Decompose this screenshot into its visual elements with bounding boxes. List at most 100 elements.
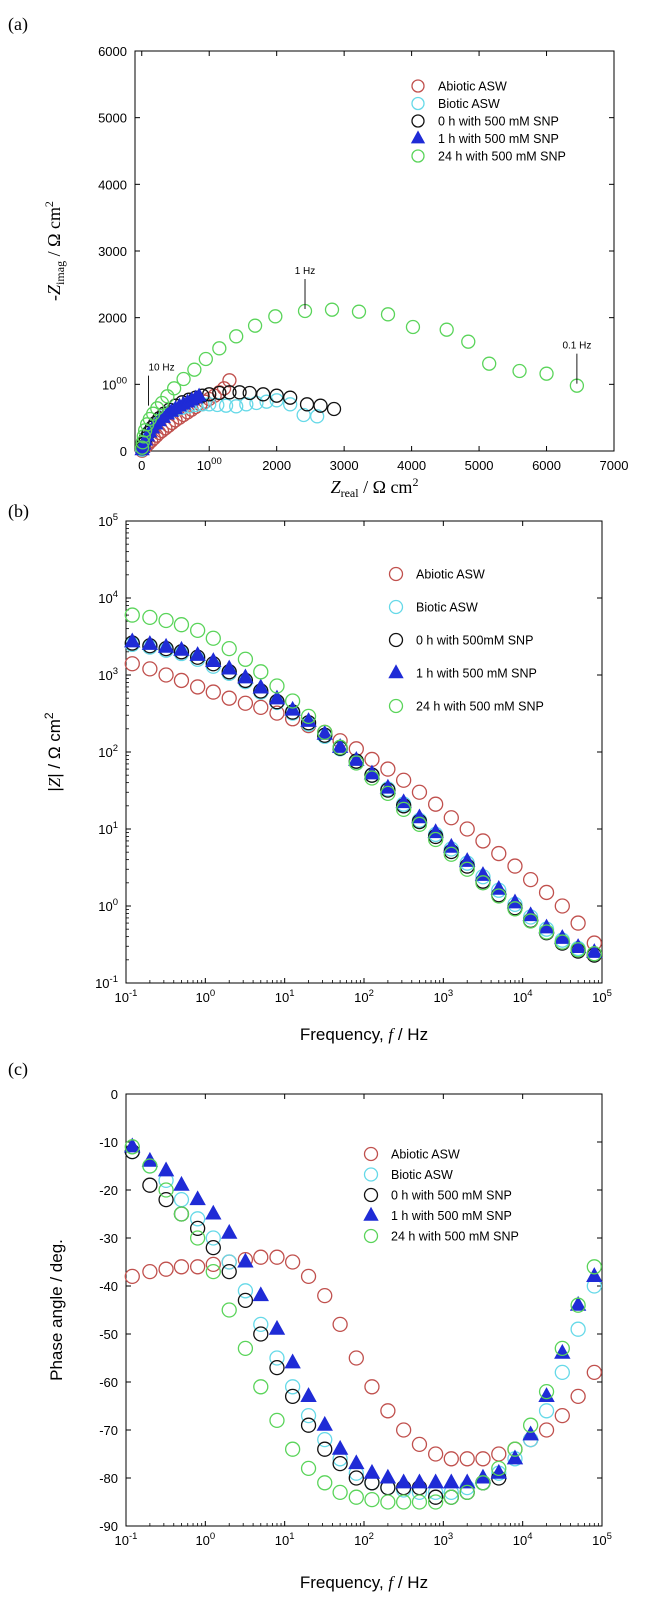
x-tick-label: 4000 <box>397 458 426 473</box>
data-point <box>570 1321 586 1337</box>
legend-label: Biotic ASW <box>391 1168 453 1182</box>
data-point <box>395 1494 412 1510</box>
data-point <box>221 640 237 657</box>
data-point <box>173 617 190 633</box>
data-point <box>142 661 158 677</box>
data-point <box>506 1449 524 1465</box>
legend-label: 1 h with 500 mM SNP <box>391 1209 512 1223</box>
data-point <box>232 385 247 400</box>
data-point <box>157 1161 175 1177</box>
data-point <box>124 1268 140 1285</box>
data-point <box>411 816 428 832</box>
data-point <box>538 918 555 934</box>
data-point <box>198 351 213 367</box>
data-point <box>173 1191 190 1208</box>
y-tick-label: 1000 <box>102 375 127 392</box>
data-point <box>284 1353 301 1369</box>
data-point <box>218 398 234 413</box>
series-3 <box>124 632 603 958</box>
data-point <box>332 1484 348 1501</box>
data-point <box>283 390 298 405</box>
y-tick-label: 105 <box>98 512 118 529</box>
data-point <box>439 322 454 337</box>
x-tick-label: 102 <box>354 1531 374 1548</box>
data-point <box>124 656 140 672</box>
data-point <box>176 371 191 387</box>
y-tick-label: -20 <box>99 1183 118 1198</box>
data-point <box>189 622 206 639</box>
legend-label: 24 h with 500 mM SNP <box>391 1230 519 1244</box>
data-point <box>554 1340 570 1357</box>
data-point <box>222 373 237 388</box>
data-point <box>461 334 476 349</box>
y-tick-label: 103 <box>98 666 118 683</box>
data-point <box>284 1254 301 1270</box>
data-point <box>269 705 285 721</box>
data-point <box>507 901 523 917</box>
data-point <box>268 309 283 324</box>
data-point <box>475 875 491 891</box>
data-point <box>395 793 412 809</box>
data-point <box>490 879 507 895</box>
x-tick-label: 0 <box>138 458 145 473</box>
legend-marker <box>388 599 404 615</box>
data-point <box>554 1407 570 1424</box>
data-point <box>538 1422 555 1438</box>
y-tick-label: -90 <box>99 1519 118 1534</box>
data-point <box>189 1211 206 1227</box>
legend-label: 24 h with 500 mM SNP <box>416 700 544 714</box>
x-tick-label: 100 <box>195 1531 215 1548</box>
data-point <box>142 1177 158 1193</box>
x-axis-title: Zreal / Ω cm2 <box>331 475 419 500</box>
data-point <box>173 672 190 689</box>
y-tick-label: 0 <box>120 444 127 459</box>
data-point <box>522 871 539 888</box>
data-point <box>348 751 365 766</box>
data-point <box>269 1249 285 1265</box>
data-point <box>284 1441 301 1457</box>
data-point <box>237 1292 254 1309</box>
data-point <box>269 1412 285 1429</box>
data-point <box>475 833 491 849</box>
legend-label: Abiotic ASW <box>416 568 485 582</box>
y-tick-label: 0 <box>111 1087 118 1102</box>
panel-b: (b) 10-1 100 101 102 103 104 105 10-1 100 101 102 10… <box>8 501 612 1044</box>
data-point <box>268 689 286 705</box>
data-point <box>221 690 237 706</box>
data-point <box>158 612 174 629</box>
y-tick-label: -60 <box>99 1375 118 1390</box>
legend-label: 0 h with 500mM SNP <box>416 634 533 648</box>
data-point <box>459 1484 475 1501</box>
data-point <box>459 821 475 837</box>
annotation-label: 1 Hz <box>295 266 316 277</box>
data-point <box>221 659 238 675</box>
legend-label: 1 h with 500 mM SNP <box>416 667 537 681</box>
data-point <box>427 1473 444 1489</box>
data-point <box>364 1379 380 1395</box>
data-point <box>253 664 269 680</box>
data-point <box>269 393 284 408</box>
data-point <box>300 1407 317 1424</box>
data-point <box>252 678 269 694</box>
data-point <box>491 1446 507 1462</box>
legend-marker <box>363 1228 379 1244</box>
legend-marker <box>411 149 425 163</box>
legend-label: 0 h with 500 mM SNP <box>438 115 559 129</box>
data-point <box>189 1220 206 1237</box>
legend-marker <box>411 96 425 111</box>
data-point <box>443 846 459 862</box>
data-point <box>443 1451 459 1467</box>
y-tick-label: -10 <box>99 1135 118 1150</box>
data-point <box>253 699 269 716</box>
data-point <box>427 831 444 848</box>
x-tick-label: 103 <box>433 1531 453 1548</box>
data-point <box>411 808 428 824</box>
panel-label: (a) <box>8 14 28 35</box>
x-tick-label: 101 <box>275 988 295 1005</box>
data-point <box>269 388 284 403</box>
y-tick-label: 104 <box>98 589 118 606</box>
data-point <box>348 1489 364 1505</box>
y-axis-title: -Zimag / Ω cm2 <box>42 201 67 301</box>
legend-marker <box>388 698 404 714</box>
data-point <box>554 898 570 914</box>
